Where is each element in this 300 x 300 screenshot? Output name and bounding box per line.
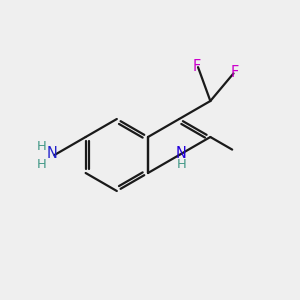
Text: N: N [176,146,187,161]
Text: H: H [37,158,46,170]
Text: F: F [193,59,201,74]
Text: H: H [176,158,186,172]
Text: F: F [230,65,238,80]
Text: N: N [47,146,58,161]
Text: H: H [37,140,46,152]
